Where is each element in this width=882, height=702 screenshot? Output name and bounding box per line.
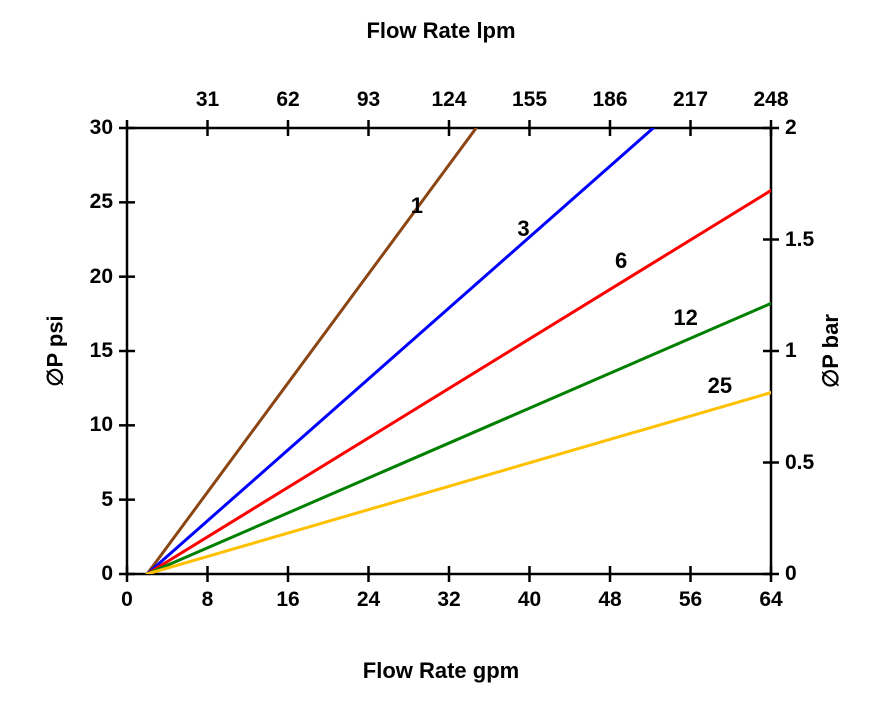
series-label: 6 (615, 248, 627, 274)
x-bottom-tick-label: 24 (344, 588, 394, 612)
y-right-tick-label: 0.5 (785, 451, 814, 475)
x-top-tick-label: 93 (339, 88, 399, 112)
y-left-tick-label: 5 (101, 488, 113, 512)
y-left-tick-label: 0 (101, 562, 113, 586)
x-top-tick-label: 248 (741, 88, 801, 112)
x-bottom-tick-label: 32 (424, 588, 474, 612)
x-bottom-tick-label: 64 (746, 588, 796, 612)
y-left-tick-label: 30 (90, 116, 113, 140)
x-bottom-tick-label: 16 (263, 588, 313, 612)
y-left-tick-label: 15 (90, 339, 113, 363)
x-top-tick-label: 62 (258, 88, 318, 112)
y-right-tick-label: 0 (785, 562, 797, 586)
x-top-tick-label: 155 (500, 88, 560, 112)
x-top-tick-label: 186 (580, 88, 640, 112)
y-left-tick-label: 10 (90, 413, 113, 437)
series-label: 1 (411, 193, 423, 219)
x-bottom-tick-label: 48 (585, 588, 635, 612)
y-left-tick-label: 20 (90, 265, 113, 289)
x-top-tick-label: 217 (661, 88, 721, 112)
series-label: 12 (673, 305, 697, 331)
series-label: 3 (517, 216, 529, 242)
series-label: 25 (708, 373, 732, 399)
y-right-tick-label: 1.5 (785, 228, 814, 252)
x-bottom-tick-label: 0 (102, 588, 152, 612)
y-right-tick-label: 2 (785, 116, 797, 140)
x-bottom-tick-label: 56 (666, 588, 716, 612)
x-bottom-tick-label: 40 (505, 588, 555, 612)
y-left-tick-label: 25 (90, 190, 113, 214)
y-right-tick-label: 1 (785, 339, 797, 363)
x-top-tick-label: 124 (419, 88, 479, 112)
x-bottom-tick-label: 8 (183, 588, 233, 612)
pressure-drop-chart: Flow Rate lpm Flow Rate gpm ∅P psi ∅P ba… (0, 0, 882, 702)
x-top-tick-label: 31 (178, 88, 238, 112)
